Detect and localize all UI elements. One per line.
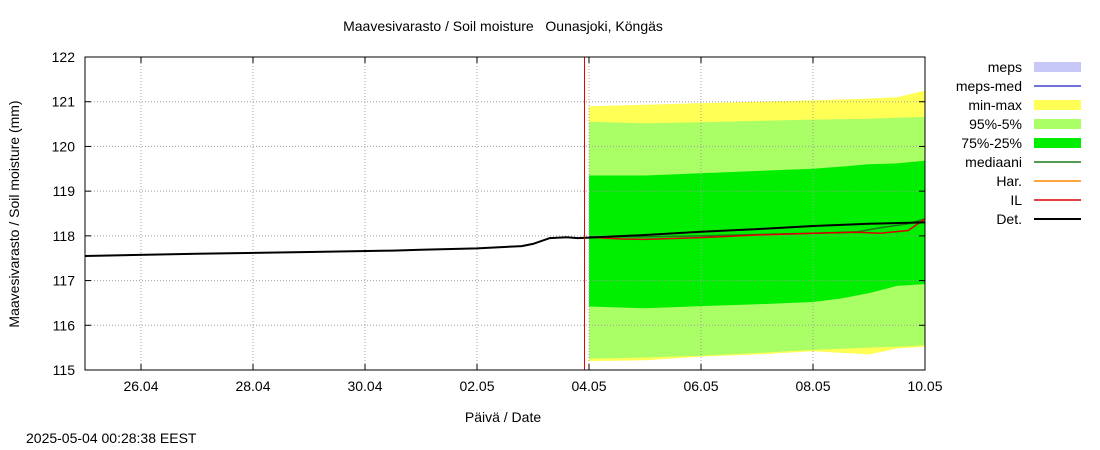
legend-label-1: meps-med <box>956 78 1022 94</box>
y-tick-label-5: 120 <box>52 138 76 154</box>
series-line-2 <box>84 221 926 257</box>
x-axis-label: Päivä / Date <box>465 409 541 425</box>
x-tick-label-7: 10.05 <box>907 378 942 394</box>
x-tick-label-0: 26.04 <box>123 378 158 394</box>
legend-label-3: 95%-5% <box>969 116 1022 132</box>
x-tick-label-3: 02.05 <box>459 378 494 394</box>
legend-label-4: 75%-25% <box>961 135 1022 151</box>
x-tick-label-6: 08.05 <box>795 378 830 394</box>
x-tick-label-5: 06.05 <box>683 378 718 394</box>
legend-label-0: meps <box>988 59 1022 75</box>
chart-title: Maavesivarasto / Soil moisture Ounasjoki… <box>343 18 663 34</box>
x-tick-label-1: 28.04 <box>235 378 270 394</box>
y-tick-label-4: 119 <box>53 183 76 199</box>
y-tick-label-1: 116 <box>53 317 76 333</box>
plot-frame <box>84 56 926 371</box>
plot-area: 115 116 117 118 119 120 121 122 26.04 28.04 30.04 0… <box>52 49 943 394</box>
y-axis-label: Maavesivarasto / Soil moisture (mm) <box>6 100 22 327</box>
y-tick-label-7: 122 <box>52 49 76 65</box>
y-tick-label-6: 121 <box>52 94 76 110</box>
legend-swatch-3 <box>1034 119 1081 129</box>
legend-label-5: mediaani <box>965 154 1022 170</box>
y-tick-label-0: 115 <box>53 362 76 378</box>
x-tick-label-2: 30.04 <box>347 378 382 394</box>
legend: meps meps-med min-max 95%-5% 75%-25% mediaani… <box>956 59 1081 227</box>
legend-label-6: Har. <box>996 173 1022 189</box>
x-tick-label-4: 04.05 <box>571 378 606 394</box>
y-tick-label-2: 117 <box>53 273 76 289</box>
legend-label-2: min-max <box>968 97 1022 113</box>
series-line-1 <box>588 218 926 241</box>
legend-label-8: Det. <box>996 211 1022 227</box>
y-tick-label-3: 118 <box>53 228 76 244</box>
timestamp-footer: 2025-05-04 00:28:38 EEST <box>26 430 197 446</box>
legend-label-7: IL <box>1010 192 1022 208</box>
legend-swatch-0 <box>1034 62 1081 72</box>
legend-swatch-2 <box>1034 100 1081 110</box>
legend-swatch-4 <box>1034 138 1081 148</box>
